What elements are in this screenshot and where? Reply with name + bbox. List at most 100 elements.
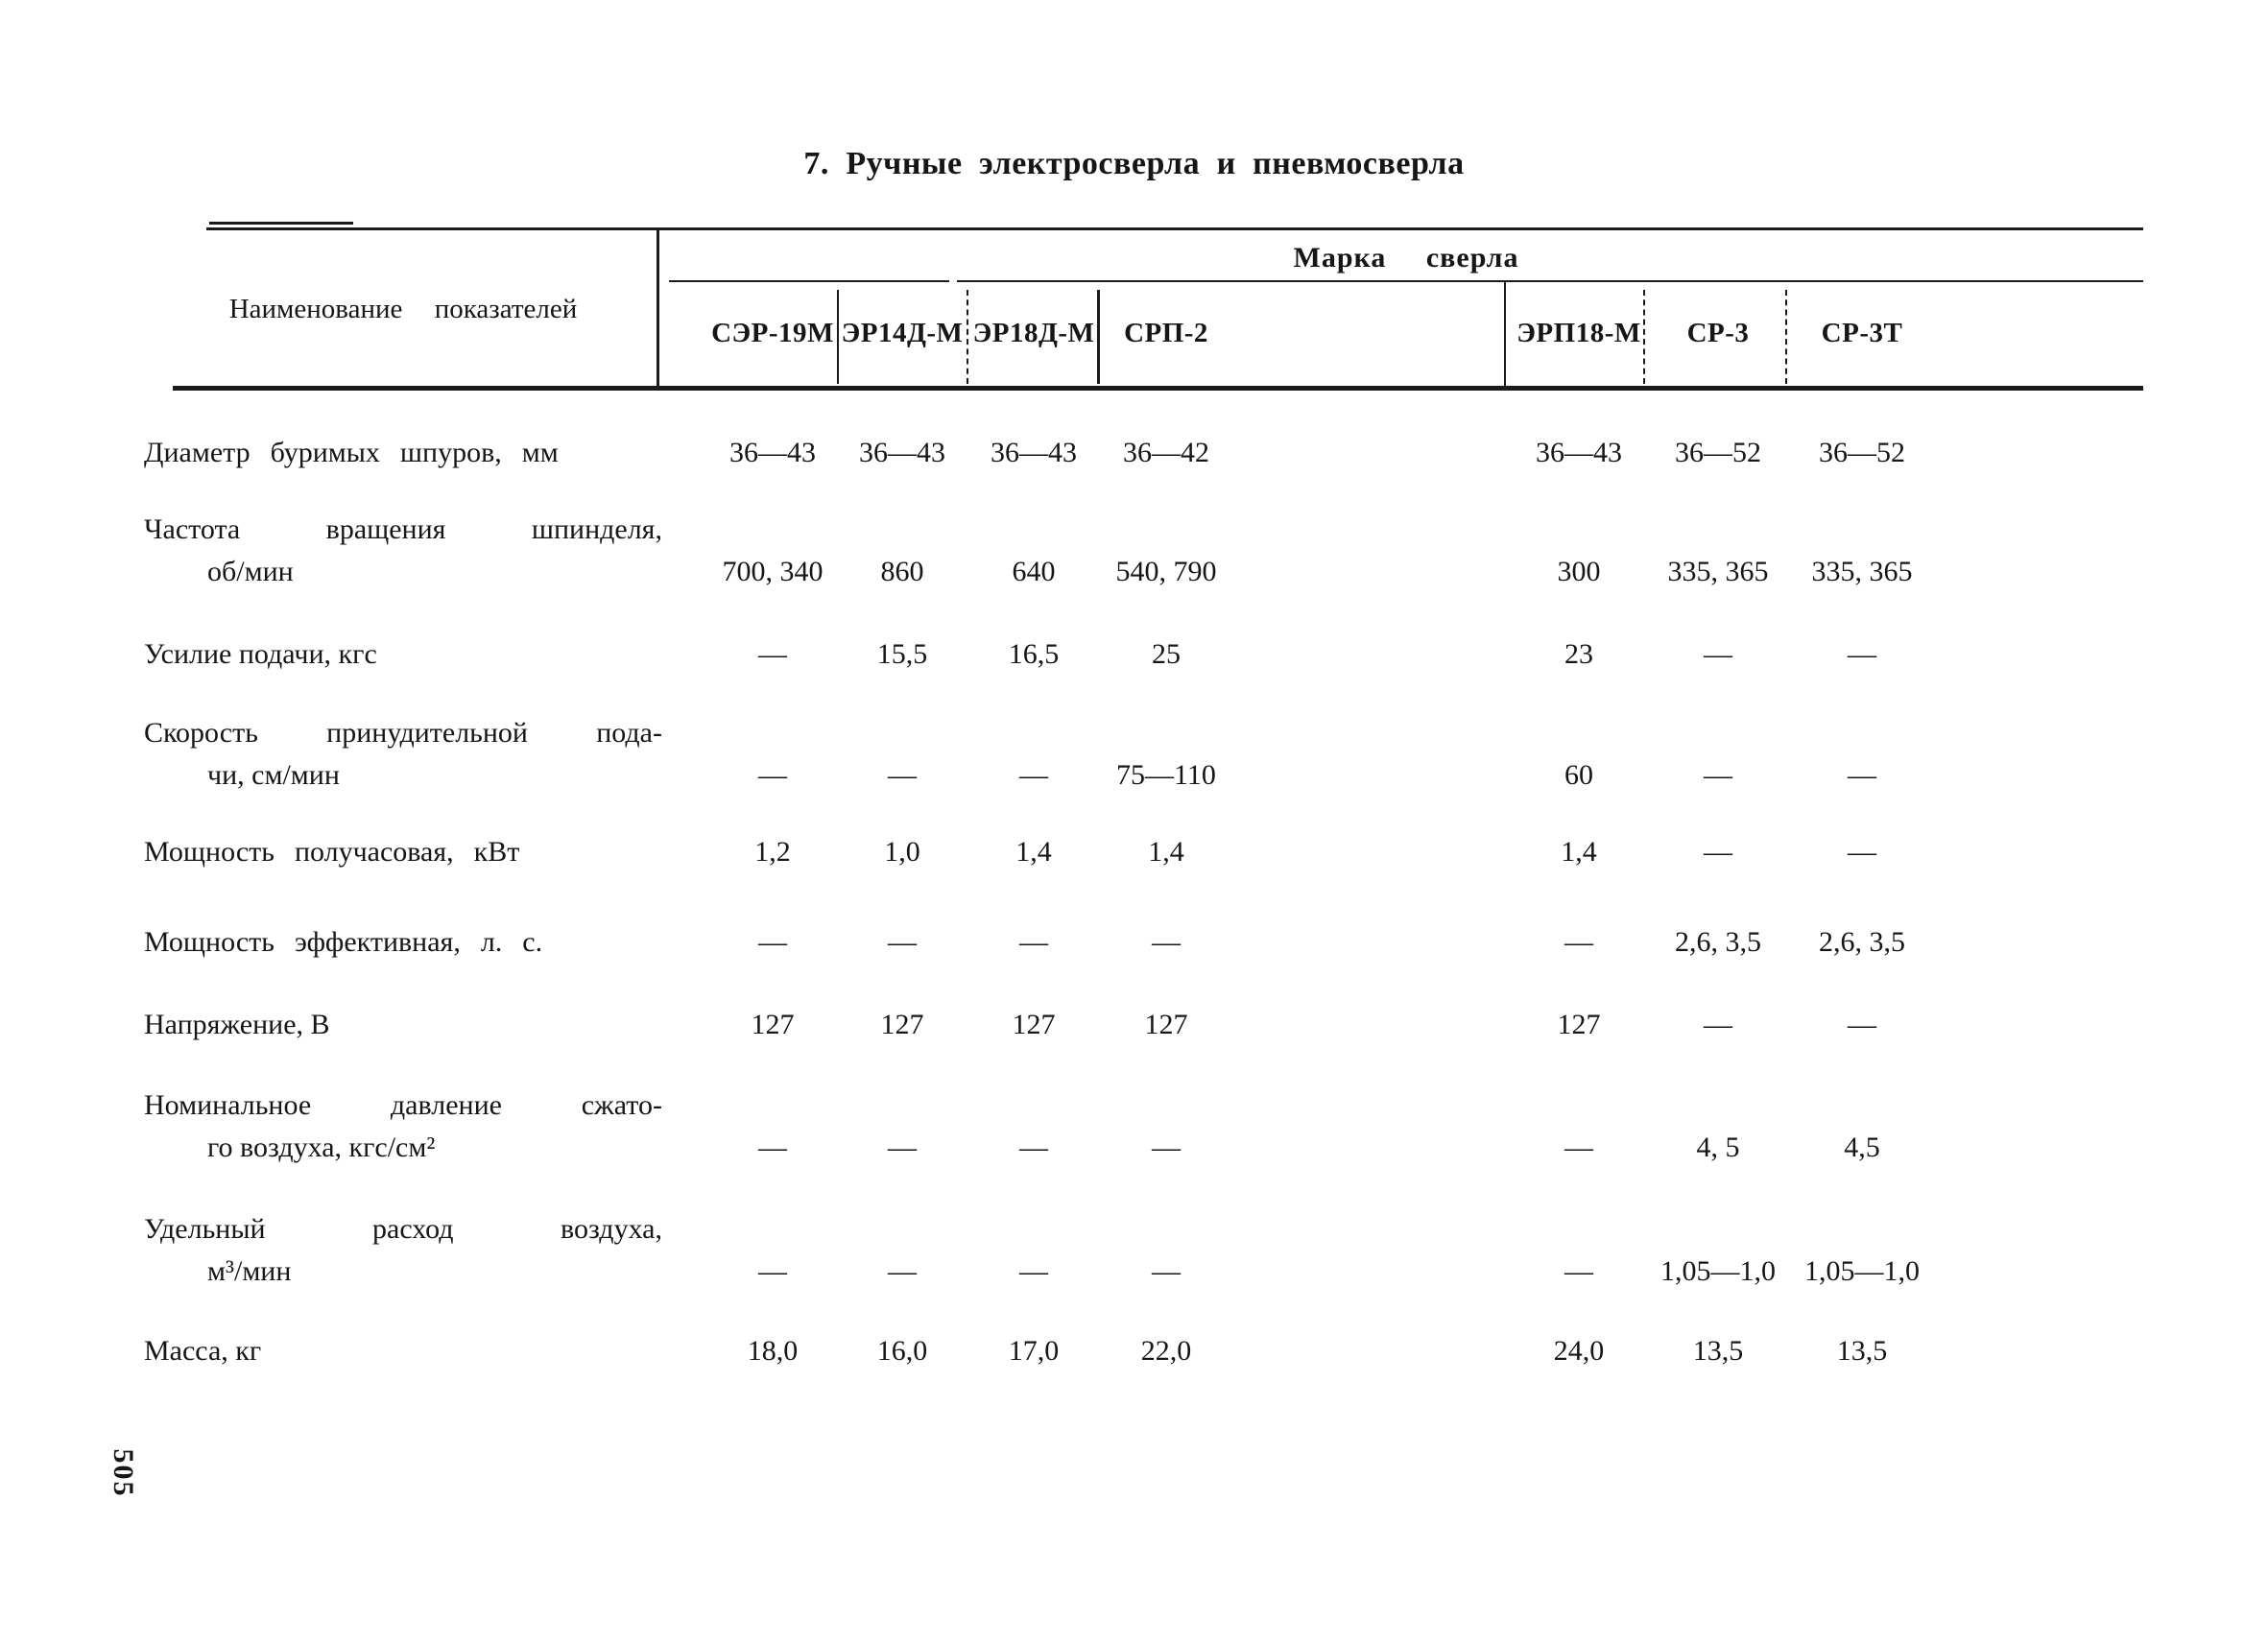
cell-value: 13,5	[1692, 1335, 1744, 1367]
cell-value: 24,0	[1553, 1335, 1605, 1367]
row-label-line: об/мин	[207, 556, 294, 587]
cell-value: 60	[1564, 759, 1593, 791]
column-header-ser-19m: СЭР-19М	[711, 318, 834, 348]
column-header-er14d-m: ЭР14Д-М	[841, 318, 964, 348]
cell-value: —	[888, 1255, 917, 1287]
cell-value: 2,6, 3,5	[1675, 926, 1761, 958]
cell-value: 4, 5	[1696, 1132, 1740, 1163]
cell-value: 13,5	[1836, 1335, 1888, 1367]
cell-value: 1,2	[754, 836, 791, 868]
first-column-divider	[657, 228, 659, 391]
cell-value: —	[1704, 759, 1732, 791]
cell-value: —	[1848, 638, 1876, 670]
row-label: Диаметр буримых шпуров, мм	[144, 432, 662, 474]
row-label: Мощность эффективная, л. с.	[144, 921, 662, 964]
column-divider-6	[1785, 290, 1787, 384]
row-label-line: Диаметр буримых шпуров, мм	[144, 437, 559, 468]
page-title: 7. Ручные электросверла и пневмосверла	[803, 146, 1465, 181]
group-header-underline-right	[957, 280, 2143, 282]
cell-value: 23	[1564, 638, 1593, 670]
cell-value: —	[758, 759, 787, 791]
cell-value: —	[1019, 759, 1048, 791]
cell-value: 1,05—1,0	[1804, 1255, 1920, 1287]
cell-value: 300	[1557, 556, 1601, 587]
cell-value: —	[758, 1132, 787, 1163]
table-row: Диаметр буримых шпуров, мм 36—43 36—43 3…	[0, 432, 2268, 474]
column-header-srp-2: СРП-2	[1124, 318, 1208, 348]
row-label: Скорость принудительной пода- чи, см/мин	[144, 712, 662, 797]
cell-value: —	[1848, 759, 1876, 791]
page-number: 505	[107, 1448, 139, 1498]
column-header-er18d-m: ЭР18Д-М	[972, 318, 1095, 348]
cell-value: —	[1152, 1132, 1181, 1163]
table-row: Мощность получасовая, кВт 1,2 1,0 1,4 1,…	[0, 831, 2268, 873]
cell-value: —	[1704, 638, 1732, 670]
cell-value: —	[1848, 1009, 1876, 1040]
table-row: Скорость принудительной пода- чи, см/мин…	[0, 712, 2268, 797]
row-label-line: чи, см/мин	[207, 759, 340, 791]
column-divider-2	[967, 290, 968, 384]
cell-value: 16,5	[1008, 638, 1060, 670]
row-label-line: Удельный расход воздуха,	[144, 1213, 662, 1245]
table-row: Мощность эффективная, л. с. — — — — — 2,…	[0, 921, 2268, 964]
cell-value: 18,0	[747, 1335, 799, 1367]
cell-value: —	[888, 926, 917, 958]
cell-value: 127	[880, 1009, 924, 1040]
column-header-erp18-m: ЭРП18-М	[1516, 318, 1641, 348]
table-row: Удельный расход воздуха, м³/мин — — — — …	[0, 1208, 2268, 1293]
cell-value: 700, 340	[722, 556, 824, 587]
row-label-line: м³/мин	[207, 1255, 292, 1287]
cell-value: 127	[1012, 1009, 1056, 1040]
cell-value: —	[1019, 1132, 1048, 1163]
cell-value: 25	[1152, 638, 1181, 670]
cell-value: 127	[751, 1009, 795, 1040]
row-label-line: Мощность получасовая, кВт	[144, 836, 520, 868]
row-label-line: го воздуха, кгс/см²	[207, 1132, 436, 1163]
column-header-indicators: Наименование показателей	[228, 294, 578, 324]
cell-value: 1,4	[1148, 836, 1184, 868]
cell-value: 640	[1012, 556, 1056, 587]
cell-value: 36—43	[991, 437, 1077, 468]
row-label: Усилие подачи, кгс	[144, 633, 662, 676]
cell-value: 127	[1144, 1009, 1188, 1040]
cell-value: 15,5	[876, 638, 928, 670]
cell-value: —	[1152, 1255, 1181, 1287]
row-label-line: Мощность эффективная, л. с.	[144, 926, 543, 958]
cell-value: 540, 790	[1115, 556, 1217, 587]
cell-value: 1,4	[1015, 836, 1052, 868]
cell-value: —	[1019, 1255, 1048, 1287]
cell-value: 16,0	[876, 1335, 928, 1367]
row-label: Частота вращения шпинделя, об/мин	[144, 509, 662, 593]
cell-value: —	[1564, 1255, 1593, 1287]
cell-value: 335, 365	[1667, 556, 1769, 587]
cell-value: —	[1564, 1132, 1593, 1163]
cell-value: 1,0	[884, 836, 920, 868]
cell-value: 36—43	[1536, 437, 1622, 468]
cell-value: 36—42	[1123, 437, 1209, 468]
cell-value: 75—110	[1116, 759, 1216, 791]
row-label: Номинальное давление сжато- го воздуха, …	[144, 1084, 662, 1169]
cell-value: —	[1152, 926, 1181, 958]
row-label-line: Скорость принудительной пода-	[144, 717, 662, 749]
cell-value: 17,0	[1008, 1335, 1060, 1367]
cell-value: 1,4	[1561, 836, 1597, 868]
row-label-line: Частота вращения шпинделя,	[144, 513, 662, 545]
cell-value: —	[1564, 926, 1593, 958]
cell-value: —	[758, 638, 787, 670]
column-header-sr-3: СР-3	[1686, 318, 1750, 348]
cell-value: 2,6, 3,5	[1819, 926, 1905, 958]
row-label-line: Усилие подачи, кгс	[144, 638, 377, 670]
cell-value: —	[1704, 1009, 1732, 1040]
column-divider-3	[1097, 290, 1100, 384]
header-bottom-rule	[173, 386, 2143, 391]
table-row: Масса, кг 18,0 16,0 17,0 22,0 24,0 13,5 …	[0, 1330, 2268, 1372]
cell-value: —	[1019, 926, 1048, 958]
column-divider-5	[1643, 290, 1645, 384]
column-divider-1	[837, 290, 839, 384]
row-label-line: Масса, кг	[144, 1335, 262, 1367]
cell-value: —	[888, 1132, 917, 1163]
cell-value: —	[1848, 836, 1876, 868]
cell-value: 36—52	[1675, 437, 1761, 468]
table-top-rule	[206, 227, 2143, 230]
table-row: Номинальное давление сжато- го воздуха, …	[0, 1084, 2268, 1169]
